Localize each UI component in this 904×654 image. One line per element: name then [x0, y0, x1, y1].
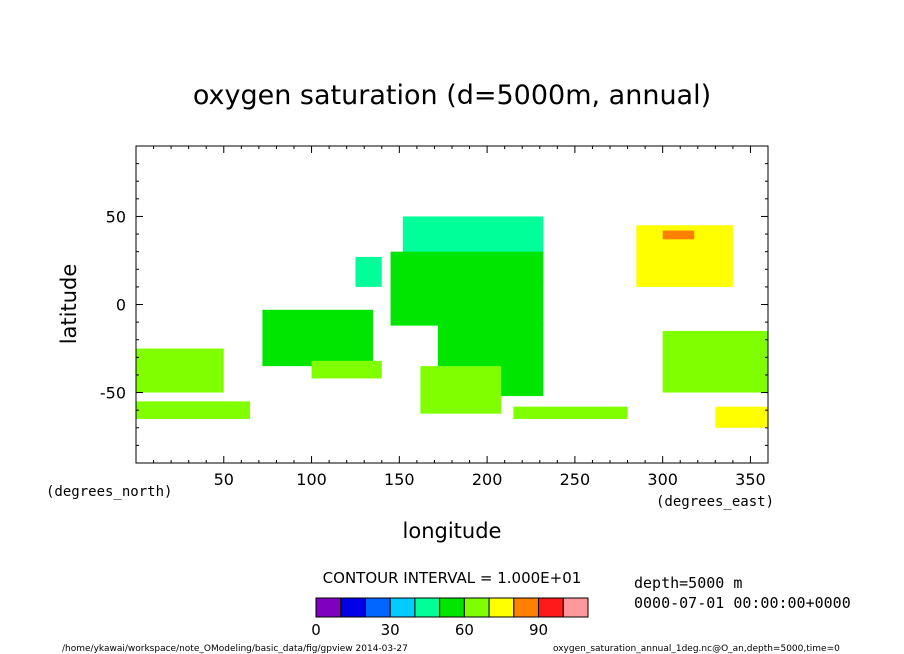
region-13: [662, 230, 695, 240]
region-1: [355, 256, 382, 287]
colorbar: 0 30 60 90: [311, 597, 589, 639]
chart-title: oxygen saturation (d=5000m, annual): [193, 80, 711, 111]
colorbar-swatch: [439, 597, 465, 618]
x-tick-label: 200: [472, 470, 503, 489]
colorbar-swatch: [538, 597, 564, 618]
colorbar-tick-label: 30: [381, 621, 400, 639]
y-units-label: (degrees_north): [46, 484, 172, 500]
y-tick-label: 50: [106, 207, 126, 226]
x-tick-label: 150: [384, 470, 415, 489]
depth-label: depth=5000 m: [634, 574, 742, 592]
region-7: [136, 348, 224, 393]
x-tick-label: 50: [214, 470, 234, 489]
path-label: /home/ykawai/workspace/note_OModeling/ba…: [62, 644, 408, 654]
colorbar-swatch: [364, 597, 391, 618]
x-tick-label: 300: [647, 470, 678, 489]
time-label: 0000-07-01 00:00:00+0000: [634, 594, 851, 612]
region-6: [311, 360, 382, 379]
colorbar-tick-label: 0: [311, 621, 321, 639]
region-12: [715, 406, 768, 428]
colorbar-swatch: [389, 597, 416, 618]
colorbar-tick-label: 90: [529, 621, 548, 639]
colorbar-swatch: [414, 597, 441, 618]
colorbar-swatch: [340, 597, 366, 618]
y-tick-label: 0: [116, 296, 126, 315]
axis-ticks: 50 100 150 200 250 300 350 50 0 -50: [100, 146, 768, 489]
x-tick-label: 100: [296, 470, 327, 489]
contour-interval-label: CONTOUR INTERVAL = 1.000E+01: [323, 569, 582, 587]
x-tick-label: 350: [735, 470, 766, 489]
file-label: oxygen_saturation_annual_1deg.nc@O_an,de…: [553, 644, 840, 654]
x-units-label: (degrees_east): [656, 494, 774, 510]
x-tick-label: 250: [560, 470, 591, 489]
y-tick-label: -50: [100, 384, 126, 403]
x-axis-label: longitude: [403, 519, 502, 543]
colorbar-swatch: [463, 597, 490, 618]
y-axis-label: latitude: [57, 264, 81, 345]
region-9: [513, 406, 628, 419]
colorbar-swatch: [562, 597, 589, 618]
region-2: [390, 251, 544, 326]
colorbar-tick-label: 60: [455, 621, 474, 639]
region-5: [262, 309, 373, 367]
data-regions: [136, 216, 768, 428]
region-10: [662, 330, 768, 393]
region-8: [136, 401, 251, 419]
colorbar-swatch: [513, 597, 540, 618]
colorbar-swatch: [315, 597, 342, 618]
region-4: [420, 366, 502, 414]
colorbar-swatch: [488, 597, 515, 618]
